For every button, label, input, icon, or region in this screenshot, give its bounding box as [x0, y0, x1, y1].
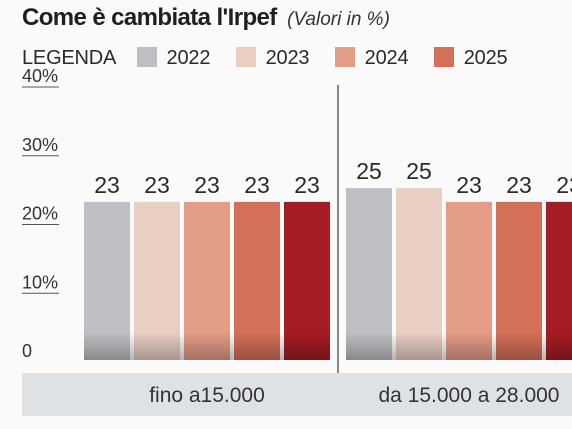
y-tick-label: 10% — [22, 272, 58, 292]
chart-subtitle: (Valori in %) — [287, 9, 390, 30]
data-label: 23 — [556, 172, 572, 198]
legend-item-label: 2024 — [364, 47, 409, 69]
bar-base-shadow — [346, 332, 572, 360]
chart-title: Come è cambiata l'Irpef — [22, 4, 277, 31]
category-label: fino a15.000 — [149, 384, 265, 407]
y-tick-label: 0 — [22, 341, 32, 361]
bar-base-shadow — [84, 332, 330, 360]
data-label: 23 — [294, 172, 320, 198]
data-label: 25 — [406, 158, 432, 184]
category-band — [22, 373, 572, 416]
legend-label: LEGENDA — [22, 47, 117, 69]
legend-item-2024: 2024 — [334, 47, 409, 69]
legend-item-2022: 2022 — [136, 47, 211, 69]
title-row: Come è cambiata l'Irpef (Valori in %) — [22, 4, 390, 32]
legend-item-2025: 2025 — [433, 47, 508, 69]
data-label: 25 — [356, 158, 382, 184]
category-label: da 15.000 a 28.000 — [378, 384, 559, 407]
data-label: 23 — [506, 172, 532, 198]
data-label: 23 — [244, 172, 270, 198]
legend-item-label: 2022 — [166, 47, 211, 69]
bar — [396, 188, 442, 360]
legend: LEGENDA 2022 2023 2024 2025 — [22, 47, 527, 70]
legend-item-label: 2023 — [265, 47, 310, 69]
data-label: 23 — [94, 172, 120, 198]
data-label: 23 — [144, 172, 170, 198]
data-label: 23 — [194, 172, 220, 198]
y-tick-label: 40% — [22, 66, 58, 86]
legend-item-label: 2025 — [463, 47, 508, 69]
legend-swatch — [334, 47, 355, 67]
y-tick-label: 20% — [22, 204, 58, 224]
legend-swatch — [136, 47, 157, 67]
legend-item-2023: 2023 — [235, 47, 310, 69]
y-tick-label: 30% — [22, 135, 58, 155]
legend-swatch — [235, 47, 256, 67]
bar — [346, 188, 392, 360]
legend-swatch — [433, 47, 454, 67]
data-label: 23 — [456, 172, 482, 198]
